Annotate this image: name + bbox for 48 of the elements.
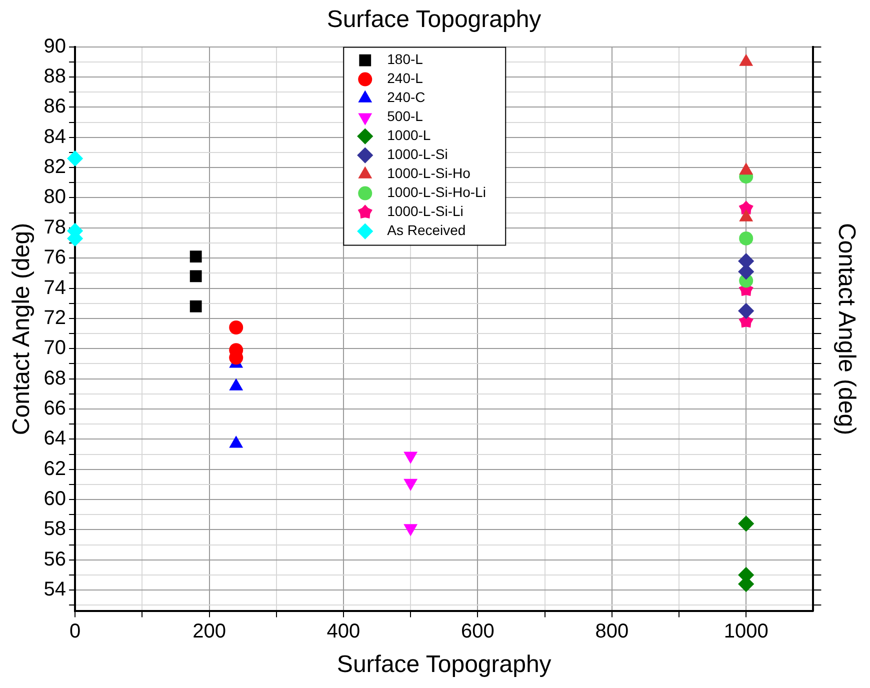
point (66, 150, 84, 167)
y-tick-label: 62 (44, 458, 66, 480)
x-tick-label: 1000 (724, 620, 768, 643)
y-tick-label: 82 (44, 156, 66, 178)
y-tick-label: 58 (44, 518, 66, 540)
x-axis-title: Surface Topography (336, 651, 552, 678)
point (738, 302, 754, 319)
legend-label: 1000-L-Si-Ho-Li (387, 184, 486, 200)
legend-label: 1000-L-Si-Ho (387, 165, 471, 182)
legend-label: As Received (387, 222, 466, 238)
x-tick-label: 600 (460, 620, 494, 643)
legend-label: 240-C (387, 89, 426, 106)
y-tick-label: 70 (44, 337, 66, 360)
y-tick-label: 90 (44, 35, 66, 58)
legend-label: 500-L (387, 108, 424, 124)
y-tick-label: 54 (44, 578, 66, 601)
point (739, 231, 754, 246)
point (190, 270, 202, 282)
y-axis-title: Contact Angle (deg) (8, 222, 36, 436)
legend-label: 1000-L (387, 127, 431, 144)
legend-label: 1000-L-Si (387, 146, 448, 162)
y-tick-label: 78 (44, 216, 66, 238)
x-tick-label: 0 (69, 620, 81, 643)
y-tick-label: 64 (44, 428, 66, 450)
y-tick-label: 86 (44, 96, 66, 118)
y-tick-label: 66 (44, 397, 66, 420)
legend-label: 240-L (387, 70, 424, 86)
x-tick-label: 400 (326, 620, 360, 643)
legend-label: 180-L (387, 51, 424, 68)
x-tick-label: 200 (192, 620, 226, 643)
chart-title: Surface Topography (326, 6, 542, 34)
y-tick-label: 76 (44, 246, 66, 269)
point (738, 516, 754, 532)
y-tick-label: 56 (44, 548, 66, 570)
y-tick-label: 60 (44, 488, 66, 510)
y-tick-label: 80 (44, 186, 66, 208)
point (190, 250, 202, 263)
y-tick-label: 68 (44, 367, 66, 390)
y-tick-label: 74 (44, 276, 66, 299)
point (229, 320, 244, 334)
legend-label: 1000-L-Si-Li (387, 203, 464, 220)
y-tick-label: 88 (44, 65, 66, 88)
point (738, 200, 754, 214)
y-tick-label: 72 (44, 306, 66, 329)
x-tick-label: 800 (595, 620, 629, 643)
y2-axis-title: Contact Angle (deg) (832, 222, 860, 436)
point (190, 300, 202, 312)
y-tick-label: 84 (44, 126, 66, 148)
